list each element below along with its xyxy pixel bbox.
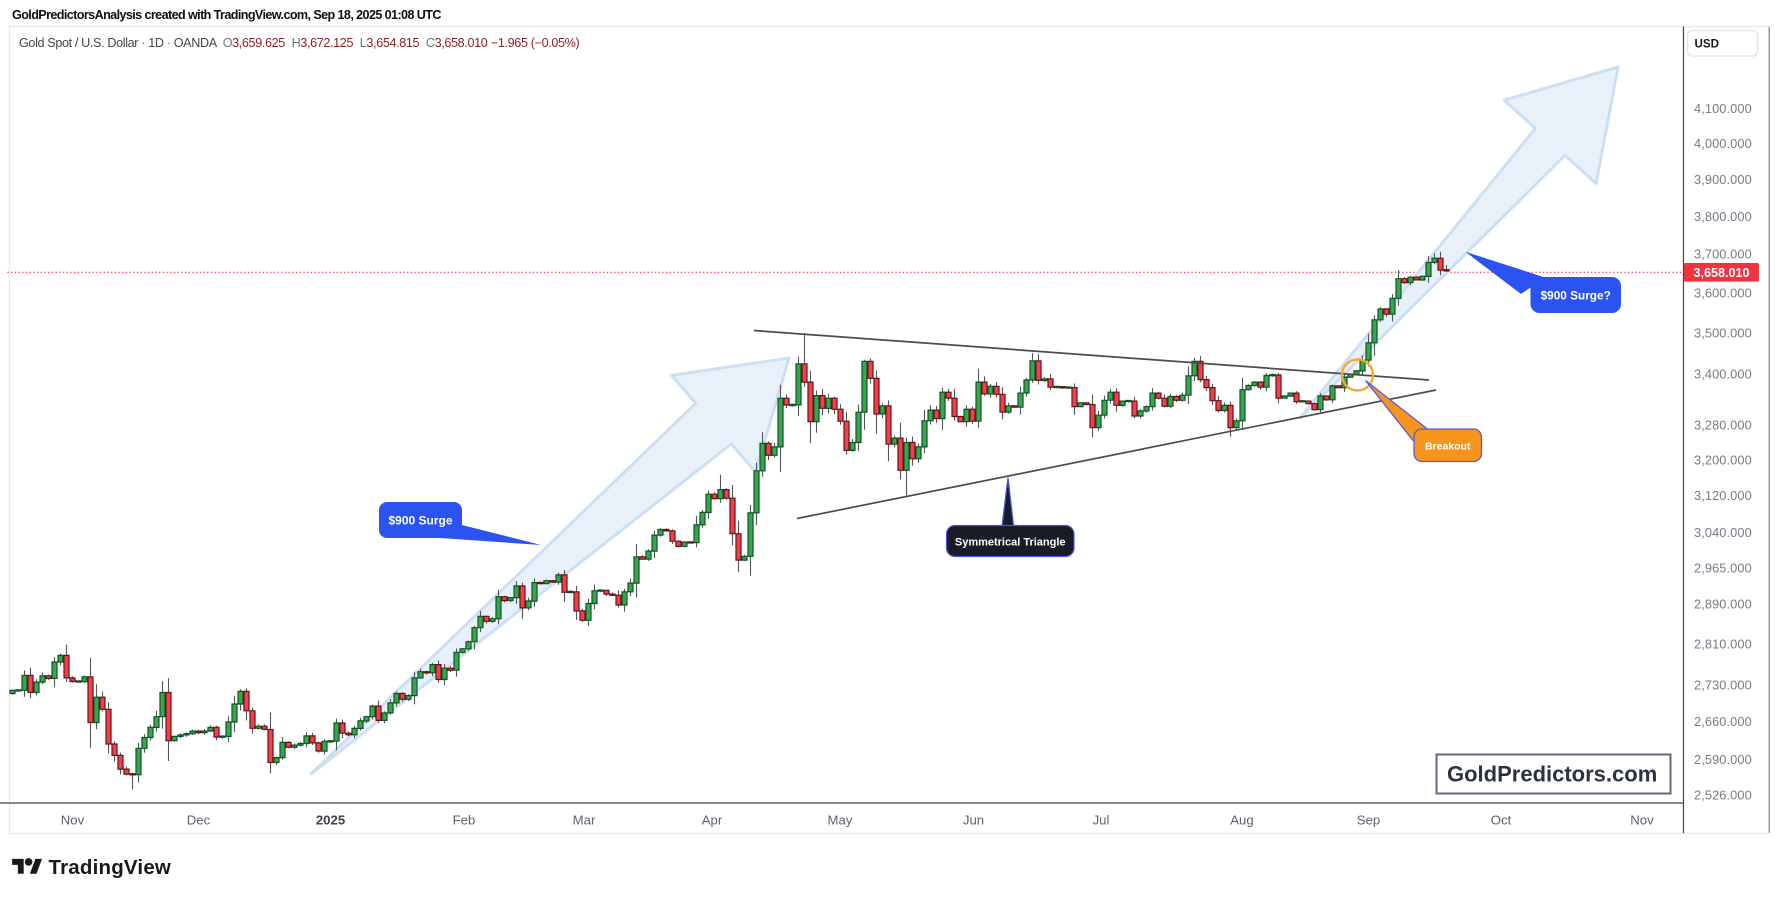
svg-text:2,730.000: 2,730.000 xyxy=(1694,677,1752,692)
svg-text:2,590.000: 2,590.000 xyxy=(1694,752,1752,767)
svg-text:3,800.000: 3,800.000 xyxy=(1694,209,1752,224)
svg-text:USD: USD xyxy=(1695,38,1719,51)
svg-text:2,526.000: 2,526.000 xyxy=(1694,787,1752,802)
svg-text:3,900.000: 3,900.000 xyxy=(1694,172,1752,187)
svg-text:3,400.000: 3,400.000 xyxy=(1694,366,1752,381)
svg-text:2,965.000: 2,965.000 xyxy=(1694,560,1752,575)
svg-text:2,890.000: 2,890.000 xyxy=(1694,597,1752,612)
svg-text:3,658.010: 3,658.010 xyxy=(1693,266,1749,280)
svg-text:3,040.000: 3,040.000 xyxy=(1694,525,1752,540)
svg-text:3,120.000: 3,120.000 xyxy=(1694,488,1752,503)
svg-text:Jun: Jun xyxy=(963,813,984,828)
svg-text:$900 Surge?: $900 Surge? xyxy=(1541,289,1611,303)
svg-text:3,700.000: 3,700.000 xyxy=(1694,247,1752,262)
svg-text:Oct: Oct xyxy=(1491,813,1512,828)
svg-text:Mar: Mar xyxy=(573,813,596,828)
svg-text:2,660.000: 2,660.000 xyxy=(1694,714,1752,729)
svg-text:Feb: Feb xyxy=(453,813,476,828)
svg-text:2025: 2025 xyxy=(316,813,345,828)
svg-text:Breakout: Breakout xyxy=(1425,441,1471,453)
svg-text:TradingView: TradingView xyxy=(49,856,172,879)
svg-text:GoldPredictorsAnalysis created: GoldPredictorsAnalysis created with Trad… xyxy=(12,8,441,22)
svg-text:Nov: Nov xyxy=(61,813,85,828)
svg-text:4,000.000: 4,000.000 xyxy=(1694,136,1752,151)
svg-text:Gold Spot / U.S. Dollar · 1D ·: Gold Spot / U.S. Dollar · 1D · OANDA O3,… xyxy=(19,36,579,50)
svg-text:Jul: Jul xyxy=(1093,813,1110,828)
svg-text:Symmetrical Triangle: Symmetrical Triangle xyxy=(955,537,1066,549)
svg-text:May: May xyxy=(828,813,853,828)
svg-text:Nov: Nov xyxy=(1630,813,1654,828)
svg-text:Dec: Dec xyxy=(187,813,211,828)
svg-text:$900 Surge: $900 Surge xyxy=(388,514,452,528)
svg-text:Sep: Sep xyxy=(1357,813,1380,828)
svg-text:3,200.000: 3,200.000 xyxy=(1694,452,1752,467)
svg-text:2,810.000: 2,810.000 xyxy=(1694,637,1752,652)
svg-text:3,280.000: 3,280.000 xyxy=(1694,417,1752,432)
svg-text:GoldPredictors.com: GoldPredictors.com xyxy=(1447,762,1657,787)
svg-text:Aug: Aug xyxy=(1230,813,1253,828)
svg-text:Apr: Apr xyxy=(702,813,723,828)
svg-text:3,600.000: 3,600.000 xyxy=(1694,285,1752,300)
svg-text:3,500.000: 3,500.000 xyxy=(1694,325,1752,340)
svg-text:4,100.000: 4,100.000 xyxy=(1694,101,1752,116)
